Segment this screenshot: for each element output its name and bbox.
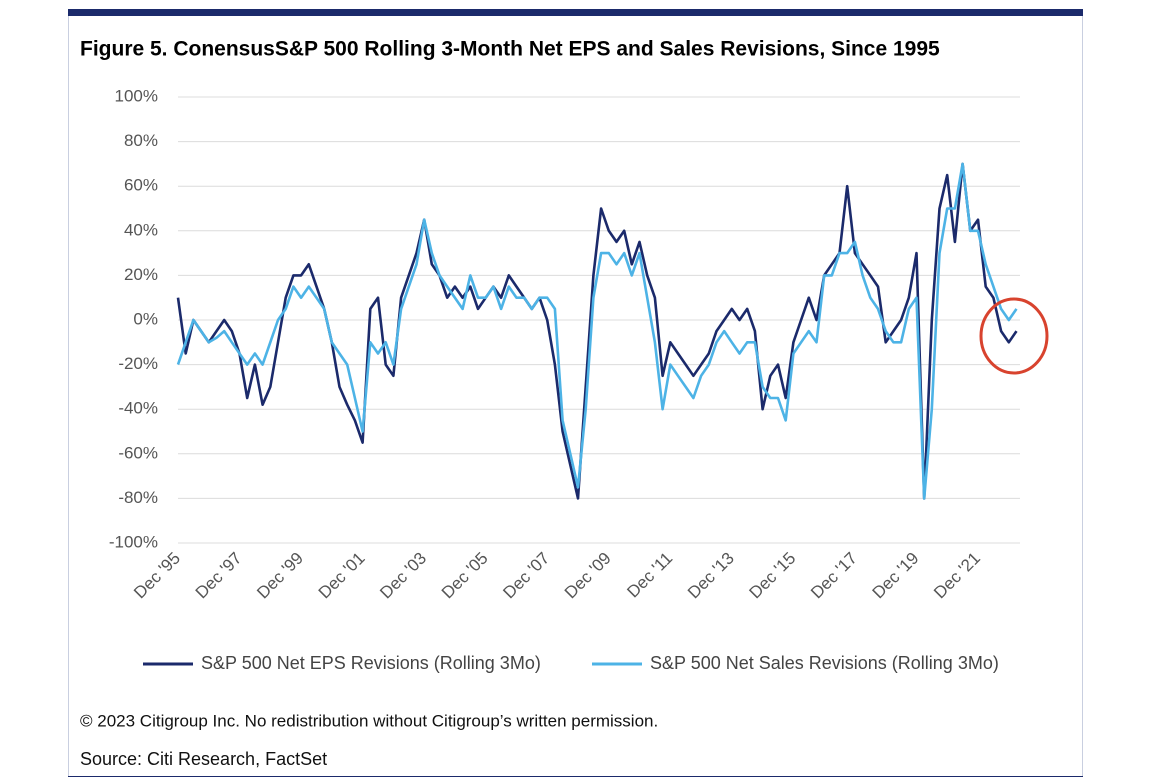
y-tick-label: 100% xyxy=(115,86,158,105)
source-note: Source: Citi Research, FactSet xyxy=(80,749,327,769)
x-tick-label: Dec '97 xyxy=(192,549,246,603)
y-tick-label: 80% xyxy=(124,131,158,150)
x-tick-label: Dec '17 xyxy=(807,549,861,603)
highlight-circle xyxy=(979,297,1049,375)
x-tick-label: Dec '07 xyxy=(499,549,553,603)
x-tick-label: Dec '19 xyxy=(869,549,923,603)
y-tick-label: 0% xyxy=(133,309,158,328)
y-tick-label: -60% xyxy=(118,443,158,462)
y-tick-label: 40% xyxy=(124,220,158,239)
top-bar xyxy=(68,9,1083,16)
copyright-note: © 2023 Citigroup Inc. No redistribution … xyxy=(80,711,658,730)
x-tick-label: Dec '11 xyxy=(623,549,676,602)
x-tick-label: Dec '15 xyxy=(746,549,800,603)
x-tick-label: Dec '13 xyxy=(684,549,738,603)
legend-label: S&P 500 Net EPS Revisions (Rolling 3Mo) xyxy=(201,653,541,673)
chart-title: Figure 5. ConensusS&P 500 Rolling 3-Mont… xyxy=(80,38,940,61)
x-tick-label: Dec '05 xyxy=(438,549,492,603)
y-tick-label: 20% xyxy=(124,265,158,284)
y-tick-label: -100% xyxy=(109,532,158,551)
series-line xyxy=(176,162,1018,500)
y-tick-label: -20% xyxy=(118,354,158,373)
y-tick-label: -80% xyxy=(118,488,158,507)
x-tick-label: Dec '95 xyxy=(130,549,184,603)
legend-label: S&P 500 Net Sales Revisions (Rolling 3Mo… xyxy=(650,653,999,673)
x-tick-label: Dec '01 xyxy=(315,549,369,603)
series-line xyxy=(176,162,1018,500)
y-tick-label: 60% xyxy=(124,176,158,195)
x-tick-label: Dec '09 xyxy=(561,549,615,603)
x-tick-label: Dec '21 xyxy=(930,549,984,603)
y-tick-label: -40% xyxy=(118,399,158,418)
x-tick-label: Dec '03 xyxy=(376,549,430,603)
x-tick-label: Dec '99 xyxy=(253,549,307,603)
